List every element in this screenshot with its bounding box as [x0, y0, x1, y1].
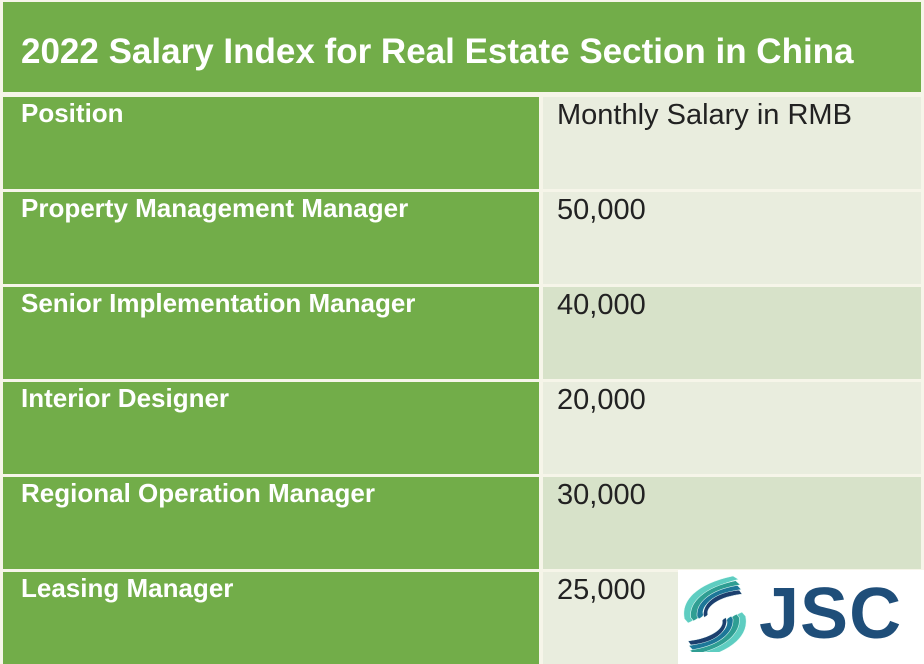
- svg-text:JSC: JSC: [759, 574, 902, 652]
